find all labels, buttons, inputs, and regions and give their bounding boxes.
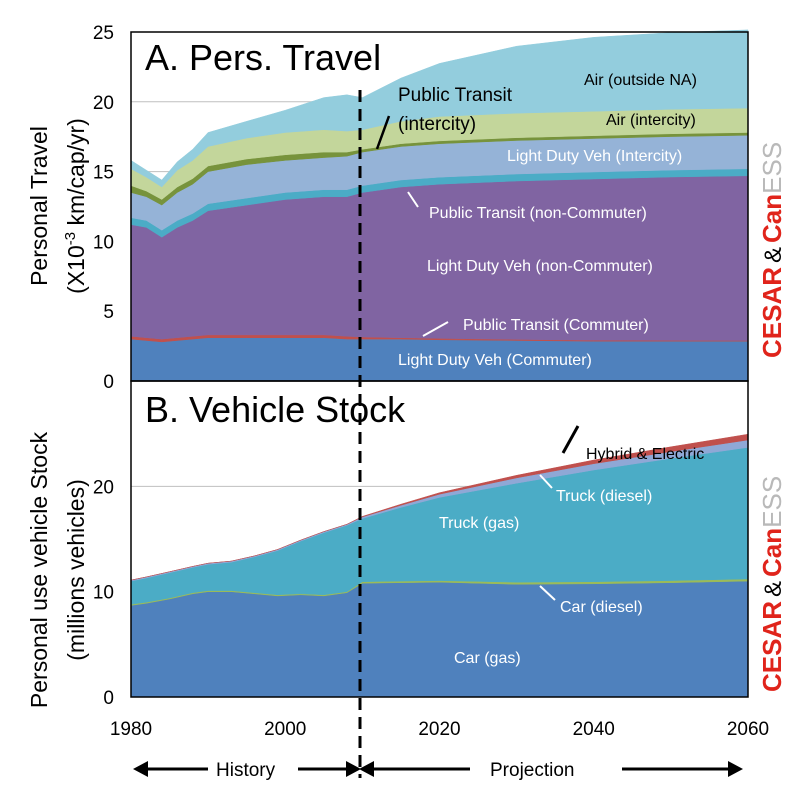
leader-pt-commuter [422, 321, 449, 337]
label-car-gas: Car (gas) [454, 650, 521, 667]
panel-b-y-ticks: 0 10 20 [93, 477, 114, 709]
leader-pt-intercity [375, 115, 391, 150]
projection-label: Projection [490, 760, 575, 781]
x-tick-2020: 2020 [418, 719, 460, 740]
panel-a-y-ticks: 0 5 10 15 20 25 [93, 23, 114, 393]
label-ldv-non-commuter: Light Duty Veh (non-Commuter) [427, 258, 653, 275]
area-car-gas [130, 580, 749, 698]
leader-pt-non-commuter [407, 191, 419, 208]
logo-bottom: CESAR&CanESS [757, 476, 787, 692]
y-tick-a-10: 10 [93, 232, 114, 253]
label-hybrid-electric: Hybrid & Electric [586, 446, 704, 463]
leader-truck-diesel [539, 474, 553, 489]
y-tick-a-0: 0 [103, 372, 114, 393]
logo-top: CESAR&CanESS [757, 142, 787, 358]
leader-car-diesel [539, 585, 556, 601]
panel-a: 0 5 10 15 20 25 A. Pers. Travel Air (outside … [93, 23, 749, 393]
label-public-transit-intercity-1: Public Transit [398, 85, 513, 106]
label-air-outside-na: Air (outside NA) [584, 72, 697, 89]
panel-b-areas [130, 433, 749, 698]
y-tick-b-20: 20 [93, 477, 114, 498]
panel-a-y-label-2: (X10-3 km/cap/yr) [62, 118, 89, 294]
y-tick-a-15: 15 [93, 163, 114, 184]
svg-text:CESAR&CanESS: CESAR&CanESS [757, 142, 787, 358]
panel-b-y-label-2: (millions vehicles) [63, 479, 89, 660]
leader-hybrid-electric [561, 425, 580, 454]
y-tick-a-25: 25 [93, 23, 114, 44]
period-arrows: History Projection [133, 760, 743, 781]
x-tick-2000: 2000 [264, 719, 306, 740]
label-ldv-commuter: Light Duty Veh (Commuter) [398, 352, 592, 369]
panel-a-y-label-1: Personal Travel [26, 126, 52, 286]
y-tick-b-10: 10 [93, 583, 114, 604]
label-truck-gas: Truck (gas) [439, 515, 519, 532]
svg-text:CESAR&CanESS: CESAR&CanESS [757, 476, 787, 692]
panel-b-x-ticks: 1980 2000 2020 2040 2060 [110, 719, 769, 740]
y-tick-a-5: 5 [103, 302, 114, 323]
label-car-diesel: Car (diesel) [560, 599, 643, 616]
x-tick-2060: 2060 [727, 719, 769, 740]
label-ldv-intercity: Light Duty Veh (Intercity) [507, 148, 682, 165]
panel-b-frame [130, 380, 749, 698]
history-label: History [216, 760, 276, 781]
panel-b: 0 10 20 B. Vehicle Stock Hybrid & Electric… [93, 380, 769, 740]
label-truck-diesel: Truck (diesel) [556, 488, 652, 505]
x-tick-2040: 2040 [573, 719, 615, 740]
panel-a-title: A. Pers. Travel [145, 37, 381, 78]
panel-b-y-label-1: Personal use vehicle Stock [26, 431, 52, 708]
label-pt-non-commuter: Public Transit (non-Commuter) [429, 205, 647, 222]
x-tick-1980: 1980 [110, 719, 152, 740]
panel-b-title: B. Vehicle Stock [145, 389, 406, 430]
label-pt-commuter: Public Transit (Commuter) [463, 317, 649, 334]
y-tick-a-20: 20 [93, 93, 114, 114]
label-public-transit-intercity-2: (intercity) [398, 114, 476, 135]
label-air-intercity: Air (intercity) [606, 112, 696, 129]
y-tick-b-0: 0 [103, 688, 114, 709]
panel-a-areas [130, 29, 749, 382]
